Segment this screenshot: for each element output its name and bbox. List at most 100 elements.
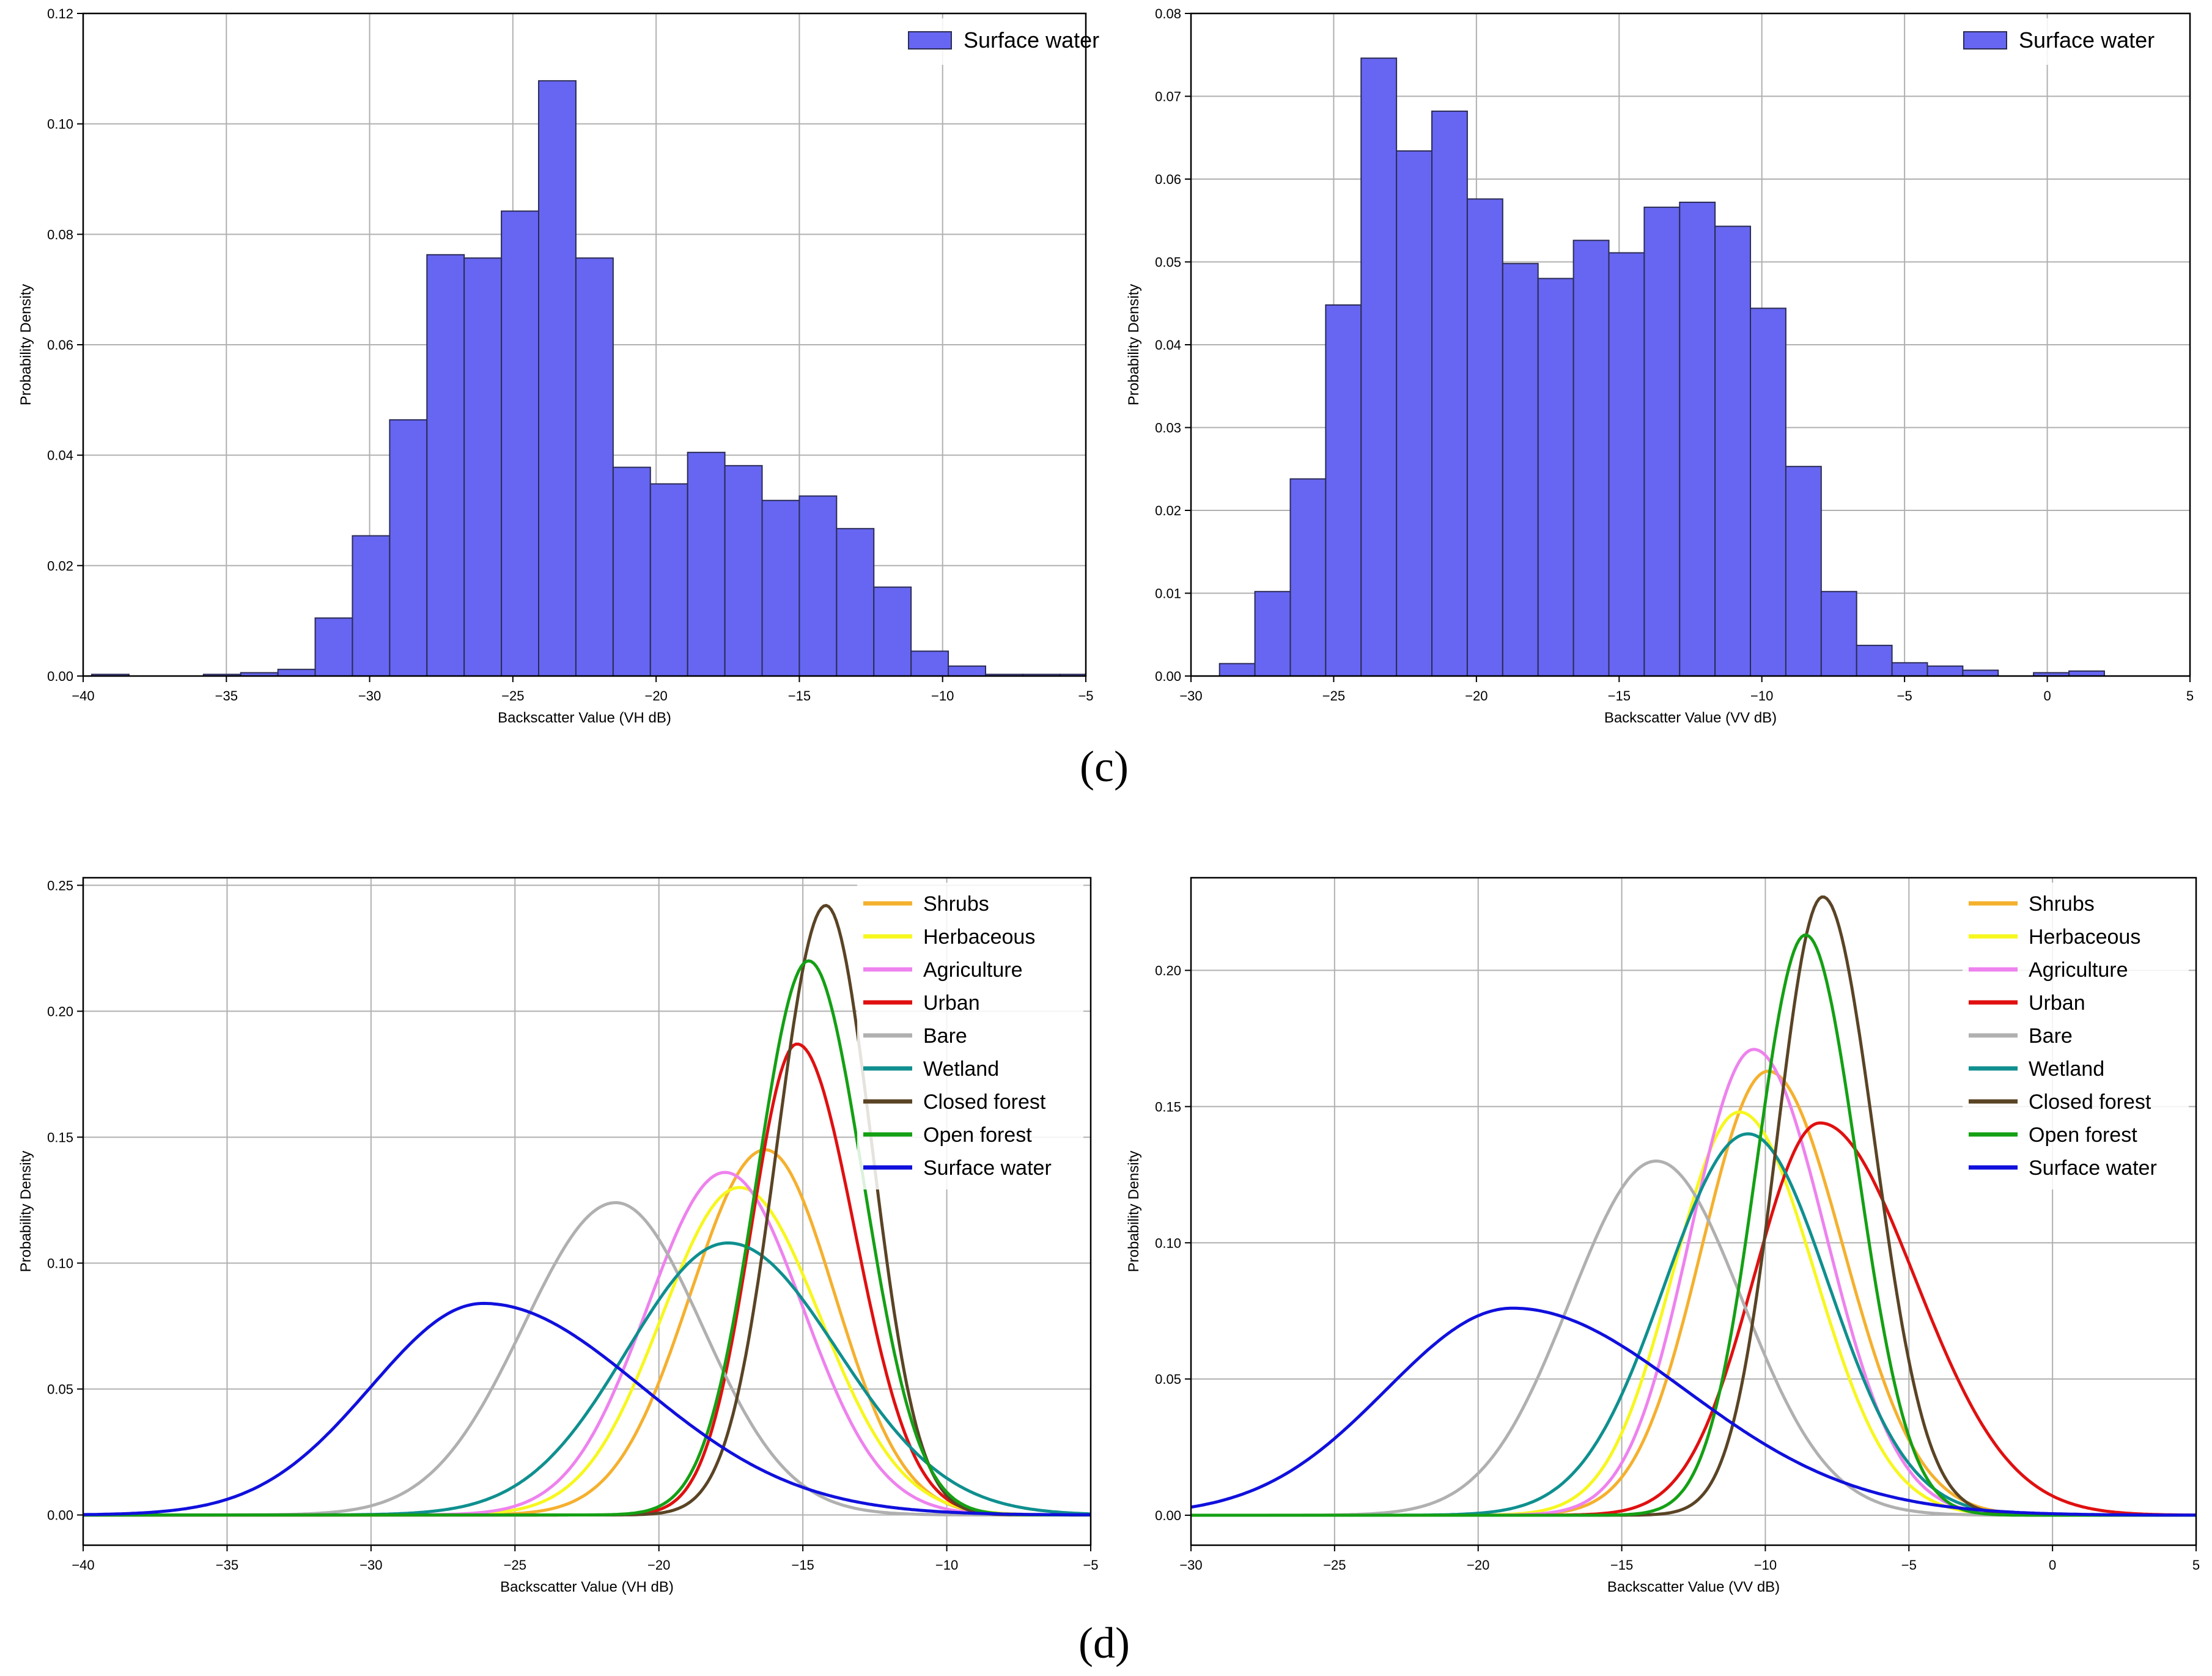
histogram-bar	[948, 665, 986, 676]
x-tick-label: −20	[1465, 688, 1488, 704]
histogram-bar	[1926, 665, 1964, 676]
density-line-open-forest	[83, 959, 1091, 1517]
legend-label: Surface water	[2029, 1156, 2157, 1180]
y-tick-label: 0.02	[1155, 503, 1181, 518]
x-tick-label: −5	[1897, 688, 1912, 704]
axes-frame	[82, 877, 1092, 1546]
y-tick-label: 0.10	[47, 117, 73, 132]
y-tick-label: 0.12	[47, 6, 73, 21]
legend-label: Wetland	[923, 1057, 999, 1081]
histogram-bar	[1396, 150, 1433, 676]
histogram-bar	[463, 257, 503, 676]
histogram-bar	[1218, 663, 1256, 676]
x-tick-label: −35	[216, 1557, 238, 1573]
histogram-bar	[1608, 252, 1645, 676]
y-tick-label: 0.03	[1155, 421, 1181, 436]
x-tick-label: −25	[504, 1557, 526, 1573]
histogram-bar	[1643, 207, 1681, 676]
x-tick-label: −10	[931, 688, 954, 704]
axes-frame	[1190, 877, 2197, 1546]
legend-label: Urban	[2029, 991, 2085, 1015]
histogram-bar	[1431, 110, 1468, 676]
histogram-bar	[724, 465, 763, 676]
histogram-bar	[1785, 466, 1822, 676]
histogram-bar	[538, 80, 577, 676]
bar-series	[1218, 57, 2105, 676]
y-tick-label: 0.06	[1155, 172, 1181, 187]
density-line-surface-water	[83, 1301, 1091, 1516]
histogram-bar	[1820, 590, 1857, 676]
histogram-bar	[1962, 669, 1999, 676]
histogram-bar	[873, 586, 912, 676]
histogram-bar	[612, 466, 651, 676]
legend-label: Surface water	[964, 28, 1099, 53]
legend-label: Agriculture	[923, 958, 1023, 982]
panel-vv-density: −30 −25 −20 −15 −10 −5 0 5 0.00 0.05 0.10 0.15 0.20 B…	[1126, 877, 2200, 1595]
legend-swatch	[1963, 31, 2007, 50]
x-tick-label: −10	[1750, 688, 1773, 704]
legend-label: Bare	[2029, 1024, 2073, 1048]
x-tick-label: −5	[1078, 688, 1093, 704]
x-axis-label: Backscatter Value (VH dB)	[500, 1579, 674, 1595]
x-tick-label: −20	[644, 688, 667, 704]
bar-series	[91, 80, 1086, 676]
legend-swatch	[908, 31, 952, 50]
histogram-bar	[1572, 240, 1610, 676]
density-line-shrubs	[83, 1148, 1091, 1517]
histogram-bar	[1714, 226, 1752, 676]
y-tick-label: 0.04	[1155, 337, 1181, 353]
y-tick-label: 0.15	[47, 1130, 73, 1145]
histogram-bar	[910, 650, 949, 676]
x-tick-label: −20	[647, 1557, 670, 1573]
histogram-bar	[575, 257, 614, 676]
x-tick-label: −30	[1179, 688, 1202, 704]
y-tick-label: 0.20	[47, 1004, 73, 1019]
x-tick-label: 0	[2043, 688, 2051, 704]
legend-label: Closed forest	[923, 1090, 1046, 1114]
histogram-bar	[352, 535, 391, 676]
panel-vh-histogram: −40 −35 −30 −25 −20 −15 −10 −5 0.00 0.02 0.04 0.06 0…	[18, 6, 1099, 726]
y-tick-label: 0.06	[47, 337, 73, 353]
y-tick-label: 0.10	[1155, 1235, 1181, 1251]
legend-label: Shrubs	[2029, 892, 2095, 916]
y-axis-label: Probability Density	[18, 284, 34, 406]
x-tick-label: −25	[1322, 688, 1345, 704]
density-line-wetland	[83, 1241, 1091, 1517]
histogram-bar	[277, 669, 316, 676]
x-tick-label: 0	[2049, 1557, 2056, 1573]
y-tick-label: 0.00	[1155, 669, 1181, 684]
legend-label: Wetland	[2029, 1057, 2104, 1081]
x-tick-label: −15	[791, 1557, 814, 1573]
y-tick-label: 0.01	[1155, 586, 1181, 601]
y-tick-label: 0.20	[1155, 963, 1181, 979]
x-tick-label: −20	[1467, 1557, 1489, 1573]
legend-label: Herbaceous	[2029, 925, 2140, 949]
x-tick-label: −10	[1754, 1557, 1777, 1573]
y-tick-label: 0.05	[47, 1382, 73, 1397]
legend: Shrubs Herbaceous Agriculture Urban Bare Wetl…	[857, 883, 1083, 1189]
histogram-bar	[798, 495, 838, 676]
legend-label: Open forest	[923, 1123, 1032, 1147]
histogram-bar	[314, 617, 353, 676]
legend-label: Shrubs	[923, 892, 989, 916]
histogram-bar	[1537, 277, 1574, 676]
panel-label-c: (c)	[1080, 742, 1129, 791]
panel-vv-histogram: −30 −25 −20 −15 −10 −5 0 5 0.00 0.01 0.02 0.03 0.04 0…	[1126, 6, 2194, 726]
x-tick-label: −35	[215, 688, 238, 704]
x-tick-label: −25	[501, 688, 524, 704]
legend-label: Surface water	[2019, 28, 2155, 53]
y-tick-label: 0.15	[1155, 1099, 1181, 1114]
panel-vh-density: −40 −35 −30 −25 −20 −15 −10 −5 0.00 0.05 0.10 0.15 0…	[18, 877, 1099, 1595]
histogram-bar	[91, 674, 130, 676]
y-tick-label: 0.07	[1155, 89, 1181, 105]
histogram-bar	[1059, 674, 1086, 676]
histogram-bar	[1856, 644, 1893, 676]
histogram-bar	[1325, 304, 1362, 676]
x-axis-label: Backscatter Value (VV dB)	[1607, 1579, 1780, 1595]
x-tick-label: −25	[1323, 1557, 1346, 1573]
x-axis-label: Backscatter Value (VV dB)	[1604, 710, 1777, 726]
line-series	[1191, 895, 2196, 1517]
legend-label: Bare	[923, 1024, 967, 1048]
legend-label: Agriculture	[2029, 958, 2128, 982]
